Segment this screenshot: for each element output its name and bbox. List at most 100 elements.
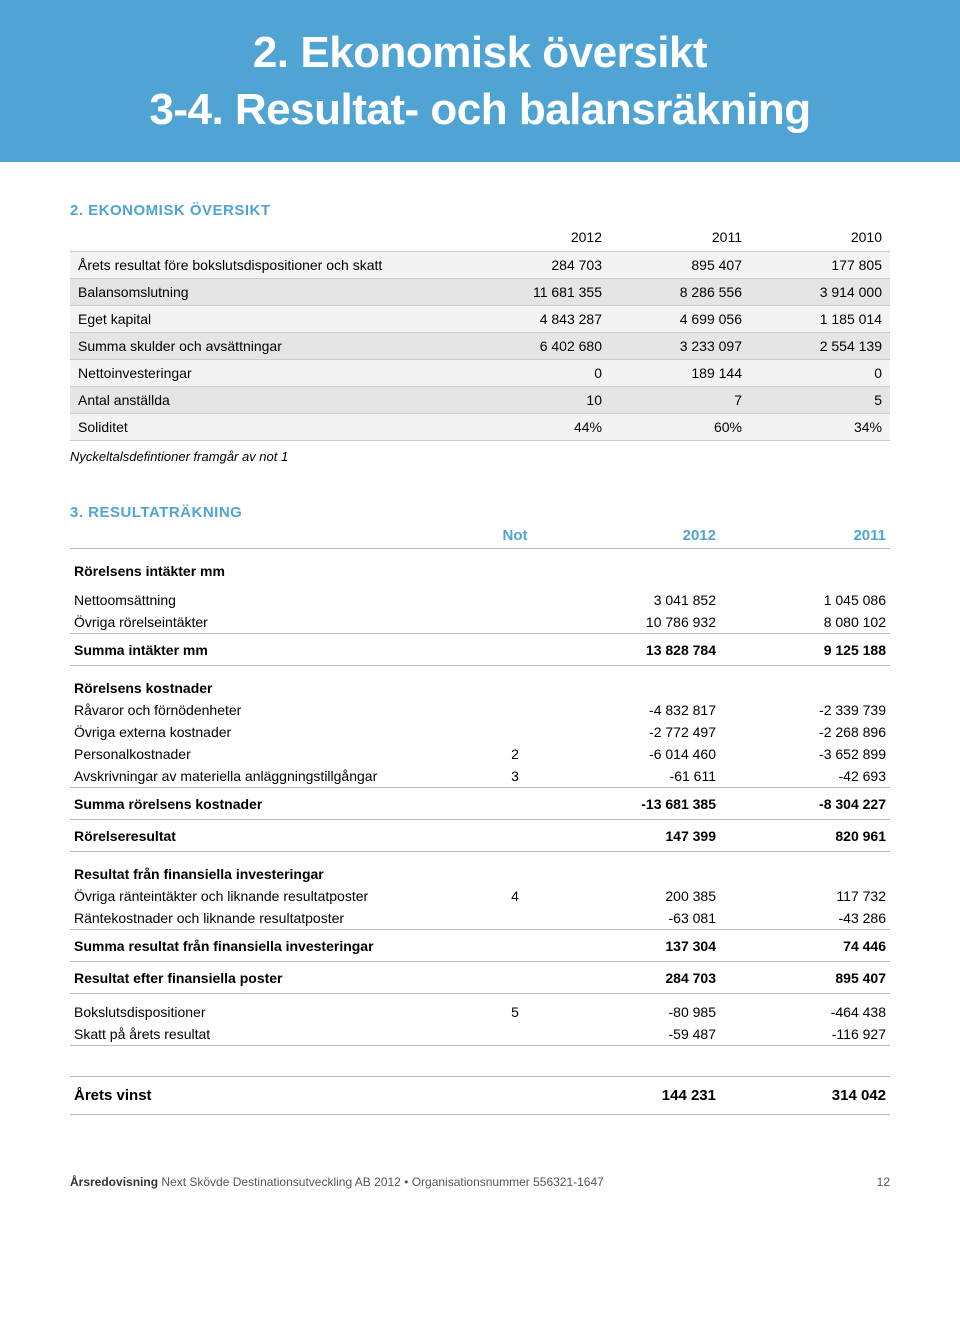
cell-value: 3 914 000 <box>750 279 890 306</box>
cell-value: -8 304 227 <box>720 788 890 820</box>
row-label: Personalkostnader <box>70 743 480 765</box>
cell-value: 5 <box>750 387 890 414</box>
cell-value: 177 805 <box>750 252 890 279</box>
col-2010: 2010 <box>750 225 890 252</box>
cell-value: 4 699 056 <box>610 306 750 333</box>
table-row: Soliditet44%60%34% <box>70 414 890 441</box>
cell-value: 3 041 852 <box>550 582 720 611</box>
cell-value: -116 927 <box>720 1023 890 1046</box>
row-label: Årets resultat före bokslutsdispositione… <box>70 252 470 279</box>
cell-value: 6 402 680 <box>470 333 610 360</box>
overview-table: 2012 2011 2010 Årets resultat före boksl… <box>70 225 890 441</box>
cell-value: 10 <box>470 387 610 414</box>
cell-value: 144 231 <box>550 1077 720 1115</box>
table-row: Nettoinvesteringar0189 1440 <box>70 360 890 387</box>
page-number: 12 <box>877 1175 890 1189</box>
row-label: Summa resultat från finansiella invester… <box>70 930 480 962</box>
cell-value: -2 339 739 <box>720 699 890 721</box>
table-header-row: 2012 2011 2010 <box>70 225 890 252</box>
title-line-2: 3-4. Resultat- och balansräkning <box>149 85 810 134</box>
cell-value: -4 832 817 <box>550 699 720 721</box>
cell-value: 820 961 <box>720 820 890 852</box>
row-label: Övriga ränteintäkter och liknande result… <box>70 885 480 907</box>
row-label: Summa rörelsens kostnader <box>70 788 480 820</box>
table-row: Summa skulder och avsättningar6 402 6803… <box>70 333 890 360</box>
cell-value: 200 385 <box>550 885 720 907</box>
row-label: Skatt på årets resultat <box>70 1023 480 1046</box>
cell-value: 895 407 <box>610 252 750 279</box>
cell-value: 60% <box>610 414 750 441</box>
cell-value: 10 786 932 <box>550 611 720 634</box>
footnote: Nyckeltalsdefintioner framgår av not 1 <box>70 449 890 464</box>
cell-value: 284 703 <box>550 962 720 994</box>
row-label: Resultat efter finansiella poster <box>70 962 480 994</box>
cell-value: 284 703 <box>470 252 610 279</box>
row-label: Antal anställda <box>70 387 470 414</box>
footer-text: Next Skövde Destinationsutveckling AB 20… <box>158 1175 604 1189</box>
table-header-row: Not 2012 2011 <box>70 527 890 549</box>
col-2011: 2011 <box>610 225 750 252</box>
net-result-table: Årets vinst 144 231 314 042 <box>70 1076 890 1115</box>
section-1-title: 2. EKONOMISK ÖVERSIKT <box>70 202 890 219</box>
cell-value: -2 268 896 <box>720 721 890 743</box>
row-label: Råvaror och förnödenheter <box>70 699 480 721</box>
cell-value: 11 681 355 <box>470 279 610 306</box>
cell-value: -61 611 <box>550 765 720 788</box>
subhead-kostnader: Rörelsens kostnader <box>70 666 480 700</box>
col-2011: 2011 <box>720 527 890 549</box>
row-label: Soliditet <box>70 414 470 441</box>
cell-value: -464 438 <box>720 994 890 1024</box>
page-footer: Årsredovisning Next Skövde Destinationsu… <box>0 1175 960 1209</box>
cell-value: -42 693 <box>720 765 890 788</box>
income-statement-table: Not 2012 2011 Rörelsens intäkter mm Nett… <box>70 527 890 1046</box>
cell-value: 44% <box>470 414 610 441</box>
cell-value: 147 399 <box>550 820 720 852</box>
row-label: Övriga rörelseintäkter <box>70 611 480 634</box>
col-2012: 2012 <box>550 527 720 549</box>
cell-value: 7 <box>610 387 750 414</box>
row-label: Avskrivningar av materiella anläggningst… <box>70 765 480 788</box>
cell-value: 117 732 <box>720 885 890 907</box>
row-label: Eget kapital <box>70 306 470 333</box>
cell-value: 9 125 188 <box>720 634 890 666</box>
cell-value: -59 487 <box>550 1023 720 1046</box>
cell-not: 5 <box>480 994 550 1024</box>
row-label: Nettoomsättning <box>70 582 480 611</box>
row-label: Räntekostnader och liknande resultatpost… <box>70 907 480 930</box>
footer-label: Årsredovisning <box>70 1175 158 1189</box>
cell-value: 1 185 014 <box>750 306 890 333</box>
cell-value: 895 407 <box>720 962 890 994</box>
col-blank <box>70 225 470 252</box>
subhead-finans: Resultat från finansiella investeringar <box>70 852 480 886</box>
title-banner: 2. Ekonomisk översikt 3-4. Resultat- och… <box>0 0 960 162</box>
cell-value: 137 304 <box>550 930 720 962</box>
row-label: Bokslutsdispositioner <box>70 994 480 1024</box>
cell-value: 314 042 <box>720 1077 890 1115</box>
cell-value: -43 286 <box>720 907 890 930</box>
table-row: Balansomslutning11 681 3558 286 5563 914… <box>70 279 890 306</box>
row-label: Nettoinvesteringar <box>70 360 470 387</box>
cell-not: 4 <box>480 885 550 907</box>
subhead-intakter: Rörelsens intäkter mm <box>70 549 480 583</box>
cell-value: 3 233 097 <box>610 333 750 360</box>
cell-value: 8 080 102 <box>720 611 890 634</box>
col-not: Not <box>480 527 550 549</box>
table-row: Årets resultat före bokslutsdispositione… <box>70 252 890 279</box>
cell-value: 34% <box>750 414 890 441</box>
cell-value: 8 286 556 <box>610 279 750 306</box>
cell-value: 189 144 <box>610 360 750 387</box>
cell-value: 0 <box>750 360 890 387</box>
col-2012: 2012 <box>470 225 610 252</box>
cell-value: -63 081 <box>550 907 720 930</box>
cell-not: 3 <box>480 765 550 788</box>
row-label: Årets vinst <box>70 1077 480 1115</box>
row-label: Rörelseresultat <box>70 820 480 852</box>
cell-value: -80 985 <box>550 994 720 1024</box>
row-label: Övriga externa kostnader <box>70 721 480 743</box>
cell-value: -3 652 899 <box>720 743 890 765</box>
cell-value: -6 014 460 <box>550 743 720 765</box>
cell-value: -2 772 497 <box>550 721 720 743</box>
row-label: Summa skulder och avsättningar <box>70 333 470 360</box>
table-row: Antal anställda1075 <box>70 387 890 414</box>
page-title: 2. Ekonomisk översikt 3-4. Resultat- och… <box>0 24 960 138</box>
